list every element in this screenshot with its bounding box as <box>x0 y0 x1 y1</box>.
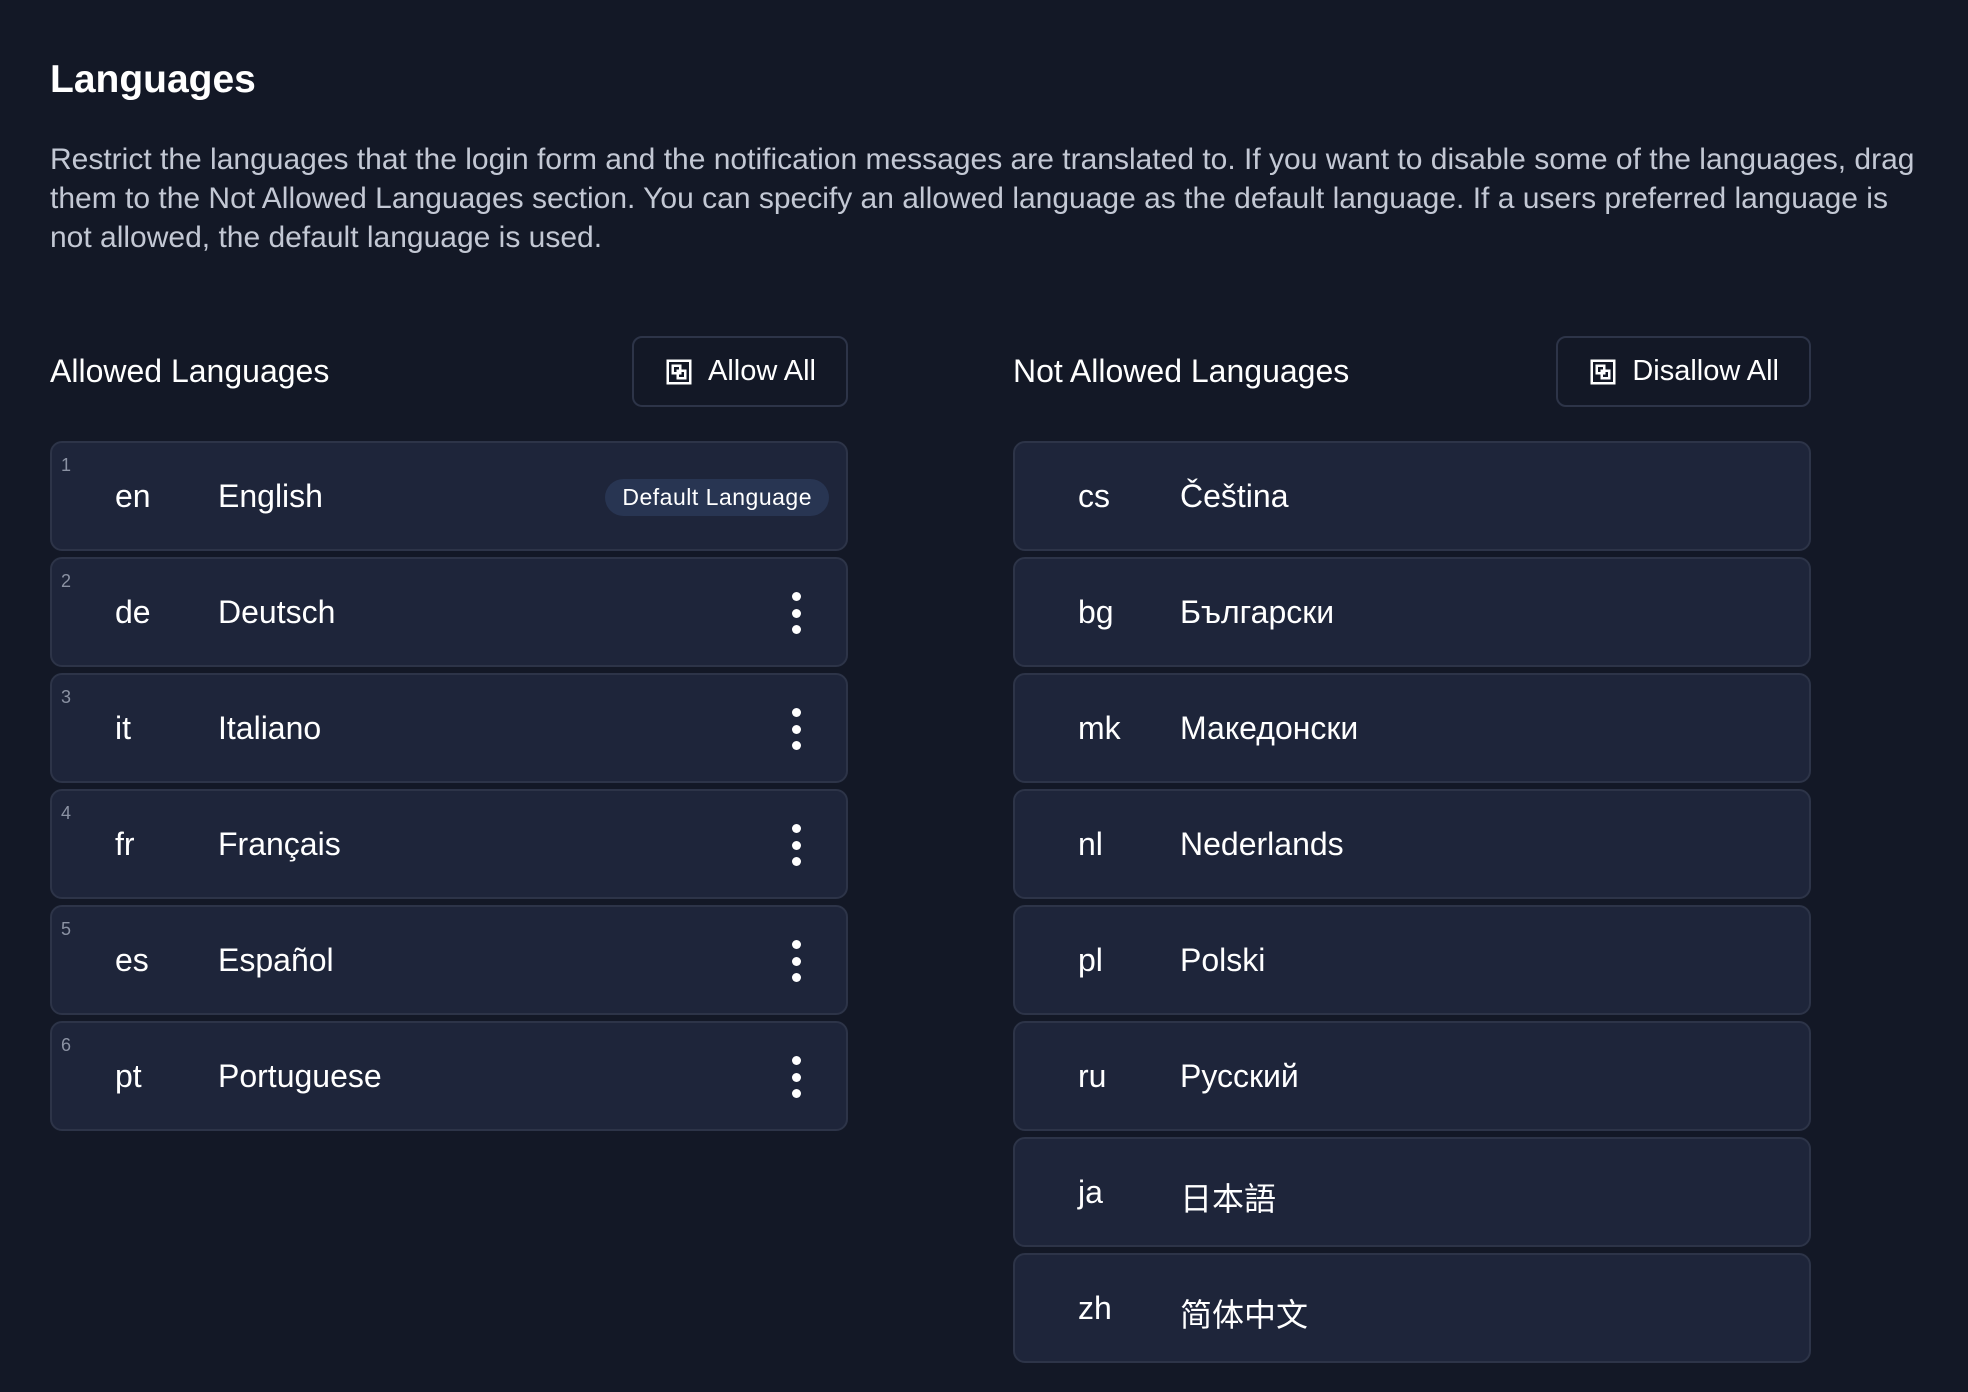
not-allowed-language-item[interactable]: cs Čeština <box>1013 441 1811 551</box>
not-allowed-language-item[interactable]: zh 简体中文 <box>1013 1253 1811 1363</box>
language-code: es <box>115 942 149 978</box>
language-name: Polski <box>1180 942 1266 978</box>
not-allowed-language-item[interactable]: nl Nederlands <box>1013 789 1811 899</box>
allow-all-label: Allow All <box>708 355 816 387</box>
allow-all-button[interactable]: Allow All <box>632 336 848 407</box>
allowed-language-item[interactable]: 1 en English Default Language <box>50 441 848 551</box>
language-name: Deutsch <box>218 594 336 630</box>
language-code: mk <box>1078 710 1121 746</box>
allowed-language-item[interactable]: 3 it Italiano <box>50 673 848 783</box>
language-name: 日本語 <box>1180 1181 1277 1217</box>
language-code: it <box>115 710 131 746</box>
position-number: 5 <box>61 919 72 939</box>
language-code: ja <box>1078 1174 1103 1210</box>
more-options-icon[interactable] <box>790 940 802 982</box>
language-code: zh <box>1078 1290 1112 1326</box>
language-name: Русский <box>1180 1058 1299 1094</box>
allowed-languages-heading: Allowed Languages <box>50 353 330 389</box>
language-code: pt <box>115 1058 142 1094</box>
language-code: en <box>115 478 151 514</box>
language-code: cs <box>1078 478 1110 514</box>
more-options-icon[interactable] <box>790 1056 802 1098</box>
more-options-icon[interactable] <box>790 824 802 866</box>
language-name: Portuguese <box>218 1058 382 1094</box>
disallow-all-button[interactable]: Disallow All <box>1556 336 1811 407</box>
position-number: 4 <box>61 803 72 823</box>
allowed-language-item[interactable]: 2 de Deutsch <box>50 557 848 667</box>
more-options-icon[interactable] <box>790 592 802 634</box>
not-allowed-language-item[interactable]: mk Македонски <box>1013 673 1811 783</box>
language-name: Македонски <box>1180 710 1359 746</box>
language-name: Español <box>218 942 334 978</box>
language-code: bg <box>1078 594 1114 630</box>
select-all-icon <box>1590 359 1616 384</box>
language-code: nl <box>1078 826 1103 862</box>
language-code: de <box>115 594 151 630</box>
position-number: 6 <box>61 1035 72 1055</box>
select-all-icon <box>666 359 692 384</box>
allowed-language-item[interactable]: 4 fr Français <box>50 789 848 899</box>
allowed-languages-section: Allowed Languages Allow All 1 en English… <box>50 336 848 1137</box>
not-allowed-languages-section: Not Allowed Languages Disallow All cs Če… <box>1013 336 1811 1369</box>
not-allowed-languages-heading: Not Allowed Languages <box>1013 353 1350 389</box>
not-allowed-language-item[interactable]: pl Polski <box>1013 905 1811 1015</box>
position-number: 1 <box>61 455 72 475</box>
not-allowed-language-item[interactable]: bg Български <box>1013 557 1811 667</box>
language-name: Български <box>1180 594 1335 630</box>
not-allowed-language-item[interactable]: ja 日本語 <box>1013 1137 1811 1247</box>
language-name: Français <box>218 826 341 862</box>
language-name: Italiano <box>218 710 322 746</box>
position-number: 2 <box>61 571 72 591</box>
language-name: 简体中文 <box>1180 1297 1309 1333</box>
language-name: Nederlands <box>1180 826 1344 862</box>
disallow-all-label: Disallow All <box>1632 355 1779 387</box>
more-options-icon[interactable] <box>790 708 802 750</box>
position-number: 3 <box>61 687 72 707</box>
allowed-language-item[interactable]: 5 es Español <box>50 905 848 1015</box>
language-name: English <box>218 478 323 514</box>
page-title: Languages <box>50 58 256 101</box>
language-code: fr <box>115 826 135 862</box>
language-code: ru <box>1078 1058 1107 1094</box>
language-code: pl <box>1078 942 1103 978</box>
page-description: Restrict the languages that the login fo… <box>50 143 1915 254</box>
not-allowed-language-item[interactable]: ru Русский <box>1013 1021 1811 1131</box>
language-name: Čeština <box>1180 478 1289 514</box>
allowed-language-item[interactable]: 6 pt Portuguese <box>50 1021 848 1131</box>
default-language-badge: Default Language <box>605 479 829 516</box>
